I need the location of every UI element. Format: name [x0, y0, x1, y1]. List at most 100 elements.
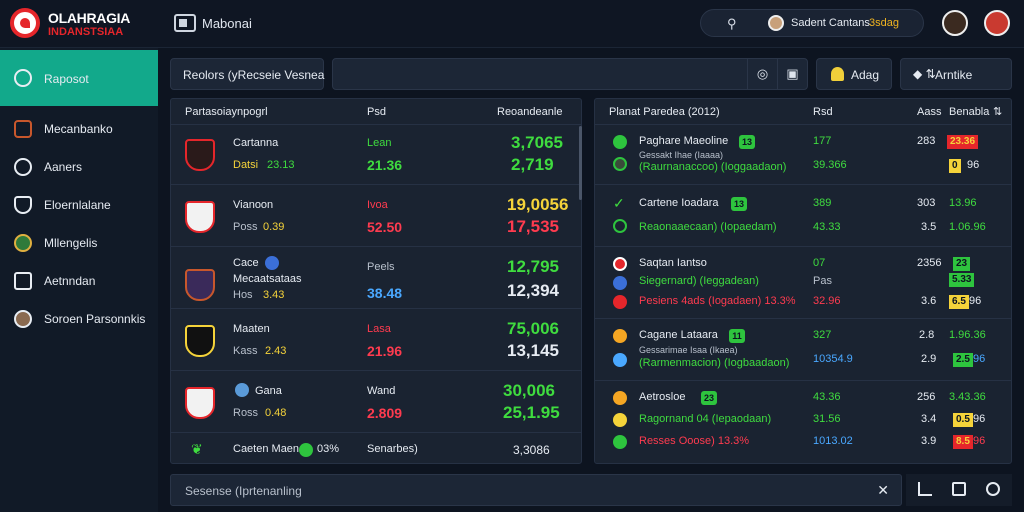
close-icon[interactable]: ✕ [877, 482, 889, 498]
sidebar-item-soroen-parsonnkis[interactable]: Soroen Parsonnkis [0, 300, 158, 338]
change-value: 13.96 [949, 197, 977, 209]
sort-icon[interactable]: ⇅ [993, 106, 1003, 118]
team-icon [613, 257, 627, 271]
team-detail: (Rarmenmacion) (Iogbaadaon) [639, 357, 790, 369]
rank-badge: 11 [729, 329, 745, 343]
change-chip: 5.33 [949, 273, 975, 287]
settings-icon[interactable] [986, 482, 1000, 496]
table-row[interactable]: Cagane Lataara 11 Gessarimae Isaa (Ikaea… [595, 319, 1011, 381]
team-avatar[interactable] [984, 10, 1010, 36]
team-name: Cartanna [233, 137, 279, 149]
bottom-search-placeholder: Sesense (Iprtenanling [185, 484, 302, 498]
team-name-2: Mecaatsataas [233, 273, 302, 285]
sidebar-item-mllengelis[interactable]: Mllengelis [0, 224, 158, 262]
bottom-search-input[interactable]: Sesense (Iprtenanling ✕ [170, 474, 902, 506]
logo-icon [10, 8, 40, 38]
team-detail: Pesiens 4ads (Iogadaen) 13.3% [639, 295, 796, 307]
team-sub: Datsi [233, 159, 259, 171]
team-sub-value: 3.43 [263, 289, 285, 301]
change-value: 96 [967, 159, 980, 171]
add-button-label: Adag [851, 68, 880, 82]
sidebar-item-raposot[interactable]: Raposot [0, 50, 158, 106]
status-dot-icon [299, 443, 313, 457]
change-chip: 0.5 [953, 413, 973, 427]
helmet-icon [14, 158, 32, 176]
flag-icon [265, 256, 279, 270]
user-icon [14, 310, 32, 328]
table-row[interactable]: ✓ Cartene Ioadara 13 Reaonaaecaan) (Iopa… [595, 187, 1011, 247]
count-value: 2356 [917, 257, 942, 269]
team-sub: Ragornand 04 (Iepaodaan) [639, 413, 772, 425]
team-name: Cartene Ioadara [639, 197, 719, 209]
upload-icon[interactable] [918, 482, 932, 496]
table-row[interactable]: ❦ Caeten Maen 03% Senarbes) 3,3086 [171, 435, 581, 463]
table-row[interactable]: Cace Mecaatsataas Hos 3.43 Peels 38.48 1… [171, 249, 581, 309]
team-detail: Reaonaaecaan) (Iopaedam) [639, 221, 777, 233]
sidebar-item-aetnndan[interactable]: Aetnndan [0, 262, 158, 300]
camera-icon[interactable]: ◎ [747, 59, 777, 89]
count-value: 256 [917, 391, 936, 403]
sidebar-item-label: Mllengelis [44, 236, 98, 250]
team-icon [613, 295, 627, 309]
change-chip: 23 [953, 257, 971, 271]
sidebar-item-mecanbanko[interactable]: Mecanbanko [0, 110, 158, 148]
change-value: 96 [973, 353, 986, 365]
column-header: Benabla [949, 106, 990, 118]
stat-value: 39.366 [813, 159, 847, 171]
stat-label: Peels [367, 261, 395, 273]
score-secondary: 12,394 [507, 281, 559, 300]
score-secondary: 17,535 [507, 217, 559, 236]
chat-icon[interactable]: ▣ [777, 59, 807, 89]
score-primary: 3,3086 [513, 443, 550, 457]
stat-value: 389 [813, 197, 832, 209]
team-sub: Ross [233, 407, 259, 419]
team-name: Cace [233, 257, 259, 269]
team-crest-icon [185, 387, 215, 419]
profile-avatar[interactable] [942, 10, 968, 36]
user-search[interactable]: ⚲ Sadent Cantans 3sdag [700, 9, 924, 37]
window-icon[interactable] [174, 14, 196, 32]
sidebar-item-eloernlalane[interactable]: Eloernlalane [0, 186, 158, 224]
filter-dropdown[interactable]: Reolors (yRecseie Vesnea [170, 58, 324, 90]
table-row[interactable]: Saqtan Iantso Siegernard) (Ieggadean) Pe… [595, 249, 1011, 319]
percent-value: 03% [317, 443, 340, 455]
team-name: Caeten Maen [233, 443, 300, 455]
filter-icon: ◆ ⇅ [913, 67, 936, 81]
count-value: 283 [917, 135, 936, 147]
filter-button-label: Arntike [935, 68, 973, 82]
rank-badge: 13 [731, 197, 747, 211]
table-row[interactable]: Gana Ross 0.48 Wand 2.809 30,006 25,1.95 [171, 373, 581, 433]
team-icon [613, 157, 627, 171]
score-secondary: 13,145 [507, 341, 559, 360]
team-name: Aetrosloe [639, 391, 686, 403]
score-primary: 19,0056 [507, 195, 569, 214]
score-primary: 75,006 [507, 319, 559, 338]
team-crest-icon [185, 201, 215, 233]
stat-value: 38.48 [367, 285, 403, 301]
team-sub: Gessarimae Isaa (Ikaea) [639, 345, 738, 355]
add-button[interactable]: Adag [816, 58, 892, 90]
table-row[interactable]: Vianoon Poss 0.39 Ivoa 52.50 19,0056 17,… [171, 187, 581, 247]
search-input[interactable]: ◎ ▣ [332, 58, 808, 90]
table-row[interactable]: Aetrosloe 23 Ragornand 04 (Iepaodaan) Re… [595, 381, 1011, 463]
table-row[interactable]: Maaten Kass 2.43 Lasa 21.96 75,006 13,14… [171, 311, 581, 371]
change-chip: 0 [949, 159, 961, 173]
brand-logo[interactable]: OLAHRAGIA INDANSTSIAA [10, 6, 150, 42]
filter-button[interactable]: ◆ ⇅ Arntike [900, 58, 1012, 90]
count-value: 3.6 [921, 295, 937, 307]
search-user-name: Sadent Cantans [791, 17, 870, 29]
score-secondary: 25,1.95 [503, 403, 560, 422]
table-row[interactable]: Paghare Maeoline 13 Gessakt Ihae (Iaaaa)… [595, 125, 1011, 185]
team-name: Saqtan Iantso [639, 257, 707, 269]
table-header: Partasoiaynpogrl Psd Reoandeanle [171, 99, 581, 125]
column-header: Aass [917, 106, 942, 118]
team-detail: (Raurnanaccoo) (Ioggaadaon) [639, 161, 787, 173]
stat-value: 32.96 [813, 295, 841, 307]
team-sub: Poss [233, 221, 258, 233]
change-value: 1.96.36 [949, 329, 986, 341]
scrollbar[interactable] [579, 126, 582, 200]
sidebar-item-aaners[interactable]: Aaners [0, 148, 158, 186]
table-row[interactable]: Cartanna Datsi 23.13 Lean 21.36 3,7065 2… [171, 125, 581, 185]
calendar-icon[interactable] [952, 482, 966, 496]
team-sub-value: 2.43 [265, 345, 287, 357]
